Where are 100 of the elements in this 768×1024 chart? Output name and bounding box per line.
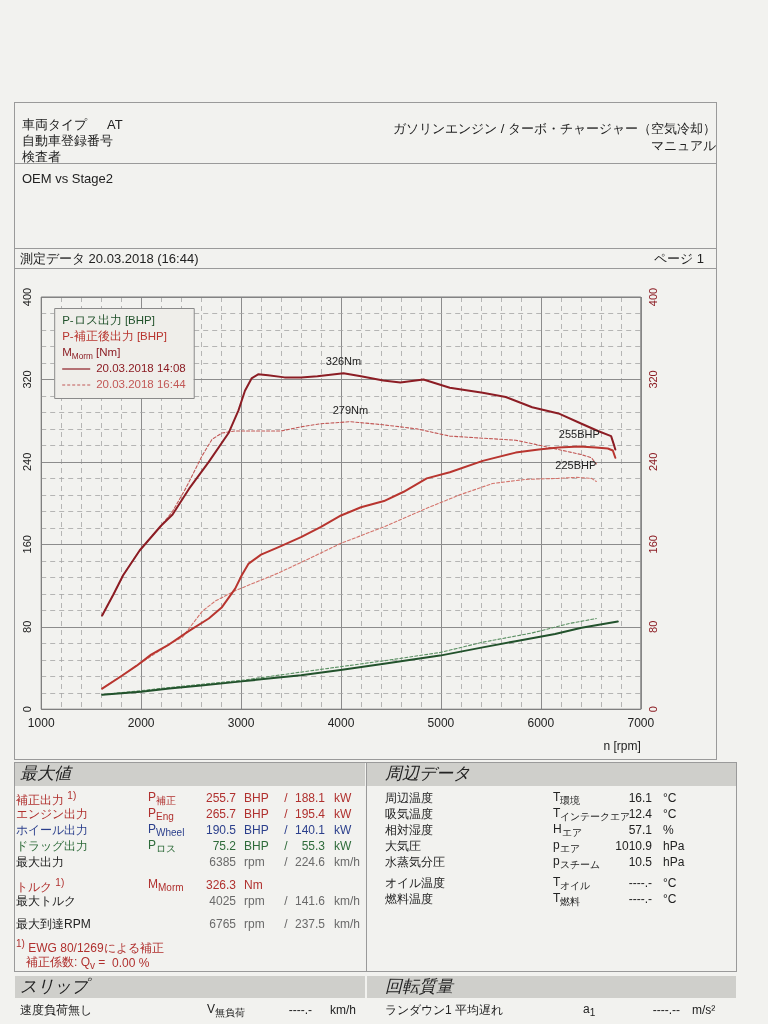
x-tick-label: 3000: [227, 715, 255, 730]
text: hPa: [663, 839, 685, 854]
text: BHP: [244, 807, 269, 822]
text: 周辺温度: [385, 791, 433, 806]
text: 速度負荷無し: [20, 1003, 92, 1018]
text: /: [284, 807, 288, 822]
text: オイル温度: [385, 876, 445, 891]
text: ----.-: [628, 876, 652, 891]
text: kW: [334, 791, 352, 806]
text: m/s²: [692, 1003, 716, 1018]
text: BHP: [244, 839, 269, 854]
text: 75.2: [212, 839, 236, 854]
text: P$_{補正}$: [148, 790, 177, 807]
annotation: 20.03.2018 14:08: [96, 362, 186, 375]
text: V$_{無負荷}$: [207, 1002, 246, 1019]
text: ドラッグ出力: [16, 839, 88, 854]
x-tick-label: 4000: [327, 715, 355, 730]
text: 265.7: [205, 807, 236, 822]
text: °C: [663, 876, 677, 891]
text: °C: [663, 892, 677, 907]
y-tick-label: 160: [21, 535, 34, 554]
x-tick-label: 6000: [527, 715, 555, 730]
text: 最大トルク: [16, 894, 76, 909]
x-tick-label: 5000: [427, 715, 455, 730]
text: 最大値: [20, 764, 71, 784]
y-tick-label: 400: [21, 287, 34, 307]
text: P-補正後出力 [BHP]: [62, 330, 167, 343]
text: 0.00 %: [112, 956, 150, 971]
text: P-ロス出力 [BHP]: [62, 314, 155, 327]
text: km/h: [334, 894, 361, 909]
text: 自動車登録番号: [22, 132, 113, 149]
text: %: [663, 823, 674, 838]
text: kW: [334, 807, 352, 822]
text: P$_{Wheel}$: [148, 822, 185, 839]
text: BHP: [244, 791, 269, 806]
text: hPa: [663, 855, 685, 870]
text: ガソリンエンジン / ターボ・チャージャー（空気冷却）: [393, 120, 716, 137]
annotation: 255BHP: [558, 428, 600, 441]
text: ----.-: [628, 892, 652, 907]
text: マニュアル: [651, 137, 716, 154]
text: BHP: [244, 823, 269, 838]
text: 車両タイプ: [22, 116, 87, 133]
text: AT: [107, 116, 123, 133]
text: kW: [334, 839, 352, 854]
chart-subtitle: 測定データ 20.03.2018 (16:44): [20, 250, 199, 267]
annotation: 225BHP: [555, 459, 597, 472]
chart-title: OEM vs Stage2: [22, 170, 114, 187]
text: /: [284, 855, 288, 870]
text: /: [284, 823, 288, 838]
text: Nm: [244, 878, 263, 893]
text: p$_{エア}$: [553, 838, 580, 855]
y2-tick-label: 240: [647, 452, 660, 472]
text: 最大出力: [16, 855, 64, 870]
text: 224.6: [294, 855, 325, 870]
y2-tick-label: 400: [647, 287, 660, 307]
y-tick-label: 0: [21, 706, 34, 713]
x-axis-title: n [rpm]: [603, 739, 641, 754]
text: °C: [663, 791, 677, 806]
annotation: 279Nm: [332, 403, 369, 416]
y-tick-label: 80: [21, 620, 34, 633]
text: 12.4: [628, 807, 652, 822]
text: 237.5: [294, 917, 325, 932]
y-tick-label: 320: [21, 370, 34, 389]
text: 55.3: [301, 839, 325, 854]
y2-tick-label: 80: [647, 620, 660, 633]
text: 相対湿度: [385, 823, 433, 838]
text: 補正係数: Q$_{v}$ =: [26, 955, 106, 972]
y2-tick-label: 160: [647, 535, 660, 554]
text: 190.5: [205, 823, 236, 838]
text: 吸気温度: [385, 807, 433, 822]
text: H$_{エア}$: [553, 822, 582, 839]
text: 1010.9: [615, 839, 652, 854]
text: T$_{環境}$: [553, 790, 581, 807]
text: 57.1: [628, 823, 652, 838]
text: a$_{1}$: [583, 1002, 596, 1019]
text: 16.1: [628, 791, 652, 806]
text: /: [284, 917, 288, 932]
text: T$_{燃料}$: [553, 891, 581, 908]
text: 140.1: [294, 823, 325, 838]
text: rpm: [244, 894, 265, 909]
text: 6765: [209, 917, 236, 932]
y-tick-label: 240: [21, 452, 34, 472]
text: rpm: [244, 855, 265, 870]
x-tick-label: 7000: [627, 715, 655, 730]
text: km/h: [334, 917, 361, 932]
x-tick-label: 2000: [127, 715, 155, 730]
text: M$_{Morm}$: [148, 877, 184, 894]
text: ホイール出力: [16, 823, 88, 838]
text: 326.3: [205, 878, 236, 893]
text: rpm: [244, 917, 265, 932]
text: 検査者: [22, 148, 61, 165]
text: °C: [663, 807, 677, 822]
text: ページ 1: [654, 250, 704, 267]
text: トルク $^{1)}$: [16, 877, 65, 895]
text: T$_{オイル}$: [553, 875, 591, 892]
text: 141.6: [294, 894, 325, 909]
text: 周辺データ: [385, 764, 470, 784]
text: 195.4: [294, 807, 325, 822]
text: /: [284, 791, 288, 806]
text: P$_{Eng}$: [148, 806, 174, 823]
